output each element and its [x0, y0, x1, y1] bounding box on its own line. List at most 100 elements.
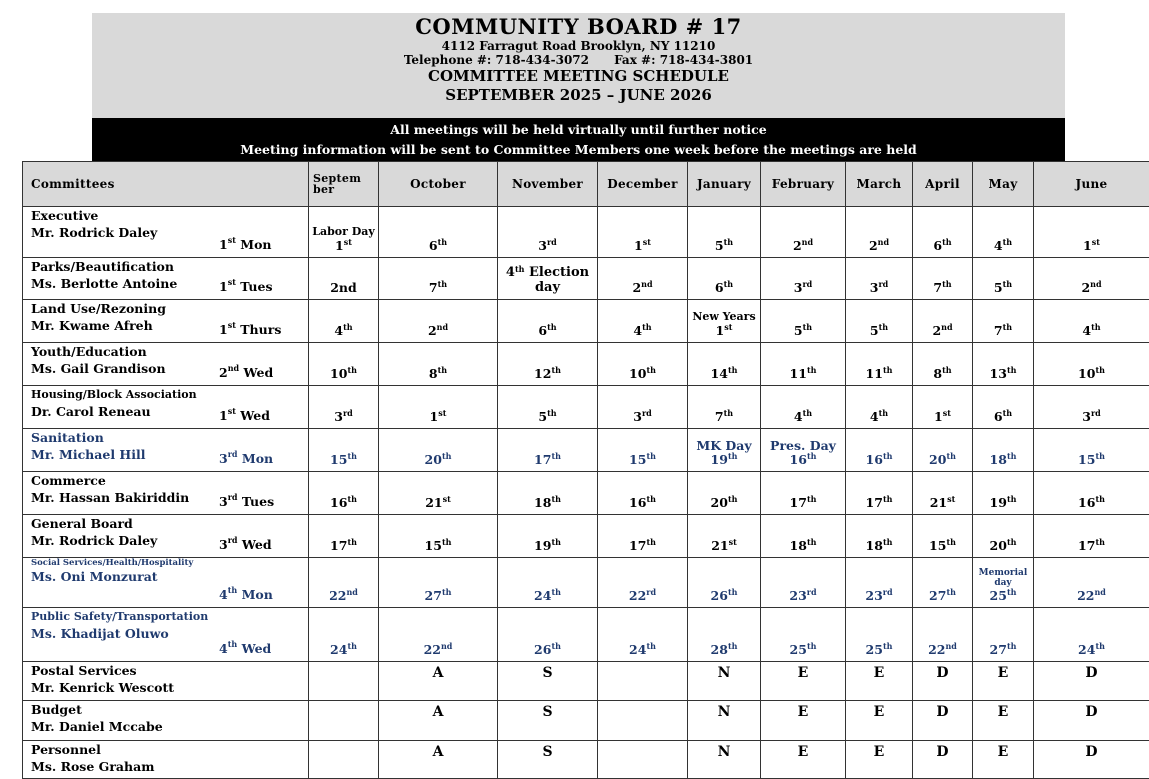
date-suffix: th [942, 365, 952, 375]
meeting-date-cell: 1st [598, 207, 688, 258]
holiday-note: Memorial day [973, 568, 1033, 588]
meeting-date-cell: 22nd [309, 558, 379, 608]
meeting-date-cell: 2nd [309, 258, 379, 300]
date-suffix: th [551, 587, 561, 597]
date-number: 10 [330, 366, 347, 381]
notice-line-2: Meeting information will be sent to Comm… [92, 140, 1065, 160]
meeting-day-weekday: Thurs [236, 322, 281, 337]
meeting-date-cell: 26th [688, 558, 761, 608]
date-number: 27 [990, 642, 1007, 657]
date-number: 22 [629, 588, 646, 603]
committee-name: Youth/Education [31, 343, 308, 360]
meeting-date-cell: 8th [913, 343, 973, 386]
date-number: 6 [994, 409, 1003, 424]
holiday-note: Pres. Day [761, 439, 845, 452]
meeting-letter-cell: E [761, 662, 846, 701]
meeting-day-suffix: rd [228, 449, 238, 459]
meeting-date-cell: 12th [498, 343, 598, 386]
date-number: 22 [1077, 588, 1094, 603]
date-suffix: th [803, 322, 813, 332]
meeting-date-cell: 24th [309, 608, 379, 662]
date-number: 1 [335, 238, 344, 253]
date-number: 21 [711, 538, 728, 553]
date-number: 18 [790, 538, 807, 553]
meeting-day-suffix: rd [228, 535, 238, 545]
meeting-date-cell: 2nd [379, 300, 498, 343]
date-suffix: nd [802, 237, 813, 247]
meeting-letter-cell: S [498, 741, 598, 779]
date-number: 25 [866, 642, 883, 657]
date-number: 20 [425, 452, 442, 467]
date-number: 1 [430, 409, 439, 424]
date-number: 25 [990, 588, 1007, 603]
meeting-date-cell: 10th [1034, 343, 1149, 386]
date-suffix: rd [878, 279, 888, 289]
date-suffix: st [1092, 237, 1100, 247]
date-number: 8 [933, 366, 942, 381]
meeting-date-cell: 15th [913, 515, 973, 558]
date-suffix: th [728, 451, 738, 461]
meeting-day-weekday: Wed [236, 408, 270, 423]
column-header: Septem ber [309, 162, 379, 207]
date-suffix: th [347, 365, 357, 375]
date-number: 2 [632, 280, 641, 295]
date-suffix: th [879, 408, 889, 418]
date-suffix: th [1007, 641, 1017, 651]
date-number: 6 [538, 323, 547, 338]
meeting-date-cell: 5th [846, 300, 913, 343]
meeting-day: 3rd Mon [219, 450, 273, 467]
date-suffix: nd [1094, 587, 1105, 597]
date-suffix: th [551, 641, 561, 651]
date-number: 18 [534, 495, 551, 510]
meeting-date-cell: 4th [761, 386, 846, 429]
date-number: 17 [534, 452, 551, 467]
meeting-date-cell: 11th [761, 343, 846, 386]
meeting-day-weekday: Tues [236, 279, 273, 294]
meeting-letter-cell: E [973, 662, 1034, 701]
meeting-day-number: 2 [219, 365, 228, 380]
date-suffix: nd [437, 322, 448, 332]
date-suffix: th [883, 451, 893, 461]
meeting-date-cell: 5th [498, 386, 598, 429]
date-number: 15 [330, 452, 347, 467]
date-number: 19 [534, 538, 551, 553]
meeting-day: 3rd Tues [219, 493, 274, 510]
meeting-date-cell: 15th [598, 429, 688, 472]
meeting-day-number: 4 [219, 587, 228, 602]
meeting-date-cell: 16th [309, 472, 379, 515]
date-number: 4 [870, 409, 879, 424]
date-number: 22 [424, 642, 441, 657]
date-suffix: st [943, 408, 951, 418]
meeting-day-number: 3 [219, 451, 228, 466]
date-number: 15 [629, 452, 646, 467]
date-number: 2 [428, 323, 437, 338]
meeting-date-cell: 4th [1034, 300, 1149, 343]
date-suffix: th [807, 451, 817, 461]
date-number: 4 [794, 409, 803, 424]
date-suffix: st [947, 494, 955, 504]
date-number: 18 [866, 538, 883, 553]
date-number: 24 [1078, 642, 1095, 657]
meeting-date-cell: 28th [688, 608, 761, 662]
meeting-date-cell: 22nd [379, 608, 498, 662]
meeting-date-cell: 13th [973, 343, 1034, 386]
meeting-date-cell: 17th [598, 515, 688, 558]
meeting-letter-cell: E [846, 662, 913, 701]
meeting-letter-cell: A [379, 662, 498, 701]
meeting-letter-cell [309, 662, 379, 701]
date-suffix: th [724, 279, 734, 289]
meeting-day: 2nd Wed [219, 364, 273, 381]
date-suffix: th [724, 237, 734, 247]
date-suffix: th [807, 641, 817, 651]
date-suffix: th [1095, 641, 1105, 651]
meeting-date-cell: 24th [498, 558, 598, 608]
date-suffix: th [1095, 365, 1105, 375]
date-suffix: th [438, 365, 448, 375]
